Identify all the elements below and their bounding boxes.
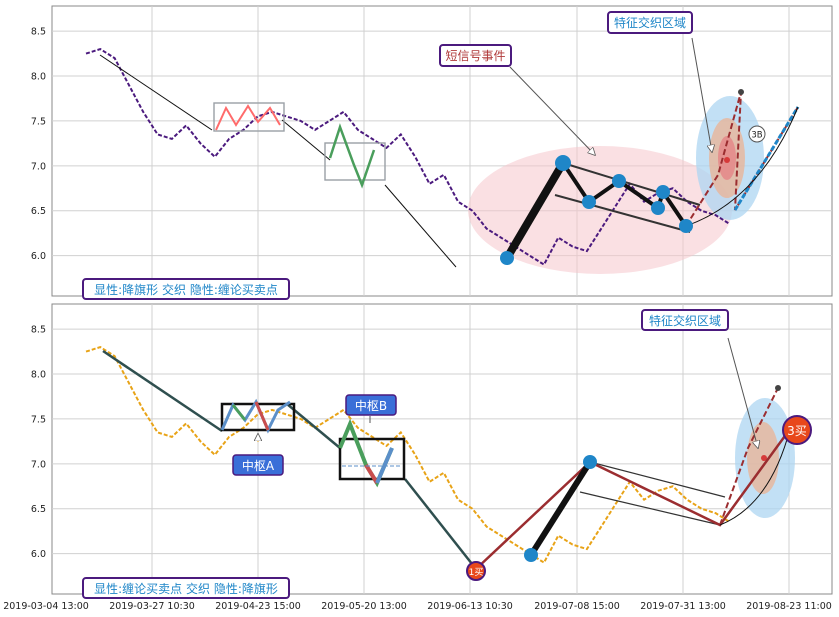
- legend-text-top: 显性:降旗形 交织 隐性:缠论买卖点: [94, 282, 278, 297]
- feature-zone-arrow-bottom: [727, 337, 758, 448]
- panel-bottom-grid: [52, 304, 832, 594]
- forecast-blue-line: [733, 106, 800, 211]
- forecast-arc: [685, 106, 799, 227]
- node-top-7: [679, 219, 693, 233]
- forecast-peak-dot-bottom: [775, 385, 781, 391]
- node-top-4: [612, 174, 626, 188]
- y-tick-label: 7.0: [31, 161, 46, 172]
- short-signal-arrow: [509, 66, 595, 155]
- feature-zone-label-box-bottom: [641, 309, 729, 331]
- feature-zone-label-top: 特征交织区域: [614, 15, 686, 30]
- pivot-zigzag-a-seg2: [254, 401, 270, 431]
- trend-line-bottom-3: [404, 478, 477, 570]
- x-tick-label: 2019-04-23 15:00: [215, 601, 301, 612]
- pivot-box-top-b: [324, 142, 386, 181]
- pivot-box-b: [338, 437, 406, 481]
- flag-lower-line-bottom: [579, 491, 721, 526]
- panel-bottom-frame: [51, 303, 833, 595]
- panel-bottom-y-ticks: 8.5 8.0 7.5 7.0 6.5 6.0: [31, 325, 46, 560]
- pivot-a-label-box: [232, 454, 284, 476]
- feature-zone-label-bottom: 特征交织区域: [649, 313, 721, 328]
- buy3-marker: [782, 415, 812, 445]
- legend-box-top: [82, 278, 290, 300]
- x-tick-label: 2019-05-20 13:00: [321, 601, 407, 612]
- pivot-box-top-a: [213, 102, 285, 132]
- pivot-b-label: 中枢B: [355, 398, 387, 413]
- x-tick-label: 2019-08-23 11:00: [746, 601, 832, 612]
- y-tick-label: 6.0: [31, 549, 46, 560]
- node-top-1: [500, 251, 514, 265]
- trend-line-3: [384, 184, 457, 268]
- node-top-6: [656, 185, 670, 199]
- y-tick-label: 8.5: [31, 325, 46, 336]
- trend-line-bottom-2: [286, 403, 341, 449]
- forecast-peak-dot: [738, 89, 744, 95]
- structure-line-bottom: [475, 428, 792, 570]
- point-3b-label: 3B: [751, 131, 762, 141]
- point-3b-marker: [748, 125, 766, 143]
- y-tick-label: 8.0: [31, 72, 46, 83]
- feature-center-dot-bottom: [761, 455, 767, 461]
- stroke-bottom: [528, 460, 593, 557]
- price-line-bottom: [85, 346, 731, 565]
- pivot-zigzag-b-seg: [364, 463, 379, 485]
- node-top-3: [582, 195, 596, 209]
- node-top-2: [555, 155, 571, 171]
- flag-lower-line: [554, 194, 691, 233]
- flag-upper-line-bottom: [589, 461, 726, 498]
- legend-text-bottom: 显性:缠论买卖点 交织 隐性:降旗形: [94, 581, 278, 596]
- y-tick-label: 8.5: [31, 27, 46, 38]
- y-tick-label: 8.0: [31, 370, 46, 381]
- x-tick-label: 2019-03-27 10:30: [109, 601, 195, 612]
- panel-bottom: 8.5 8.0 7.5 7.0 6.5 6.0: [31, 303, 833, 599]
- buy3-label: 3买: [787, 424, 807, 438]
- forecast-dashed-line-bottom: [719, 387, 779, 526]
- short-signal-label-box: [439, 44, 512, 67]
- pivot-a-label: 中枢A: [242, 458, 275, 473]
- trend-line-2: [281, 119, 331, 161]
- x-tick-label: 2019-07-31 13:00: [640, 601, 726, 612]
- pivot-zigzag-a-seg: [231, 404, 247, 421]
- legend-box-bottom: [82, 577, 290, 599]
- trend-line-bottom-1: [102, 349, 223, 433]
- short-signal-ellipse: [468, 146, 732, 274]
- y-tick-label: 6.5: [31, 504, 46, 515]
- y-tick-label: 7.5: [31, 116, 46, 127]
- node-bottom-2: [583, 455, 597, 469]
- y-tick-label: 7.0: [31, 459, 46, 470]
- flag-upper-line: [562, 162, 701, 206]
- y-tick-label: 7.5: [31, 414, 46, 425]
- price-line-top: [85, 48, 731, 267]
- x-tick-label: 2019-06-13 10:30: [427, 601, 513, 612]
- x-tick-label: 2019-03-04 13:00: [3, 601, 89, 612]
- pivot-zigzag-top-b: [328, 123, 376, 189]
- trend-line-1: [99, 54, 213, 131]
- feature-zone-arrow-top: [691, 37, 712, 152]
- forecast-arc-bottom: [719, 428, 791, 526]
- panel-top: 8.5 8.0 7.5 7.0 6.5 6.0: [31, 5, 833, 300]
- pivot-b-label-box: [345, 394, 397, 416]
- y-tick-label: 6.0: [31, 251, 46, 262]
- node-top-5: [651, 201, 665, 215]
- panel-top-y-ticks: 8.5 8.0 7.5 7.0 6.5 6.0: [31, 27, 46, 262]
- node-bottom-1: [524, 548, 538, 562]
- short-signal-label: 短信号事件: [445, 49, 505, 63]
- y-tick-label: 6.5: [31, 206, 46, 217]
- buy1-marker: [466, 561, 486, 581]
- buy1-label: 1买: [469, 567, 484, 578]
- flag-pole: [503, 160, 567, 261]
- x-tick-label: 2019-07-08 15:00: [534, 601, 620, 612]
- feature-center-dot: [724, 157, 730, 163]
- pivot-zigzag-top-a: [215, 104, 281, 131]
- x-axis-ticks: 2019-03-04 13:00 2019-03-27 10:30 2019-04-…: [3, 601, 832, 612]
- feature-zone-label-box-top: [607, 11, 693, 34]
